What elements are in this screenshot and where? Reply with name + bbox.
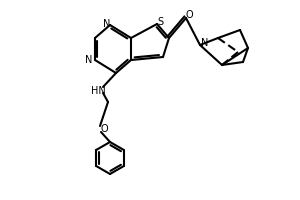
Text: O: O xyxy=(100,124,108,134)
Text: HN: HN xyxy=(91,86,105,96)
Text: N: N xyxy=(201,38,209,48)
Text: N: N xyxy=(103,19,111,29)
Text: N: N xyxy=(85,55,93,65)
Text: S: S xyxy=(157,17,163,27)
Text: O: O xyxy=(185,10,193,20)
